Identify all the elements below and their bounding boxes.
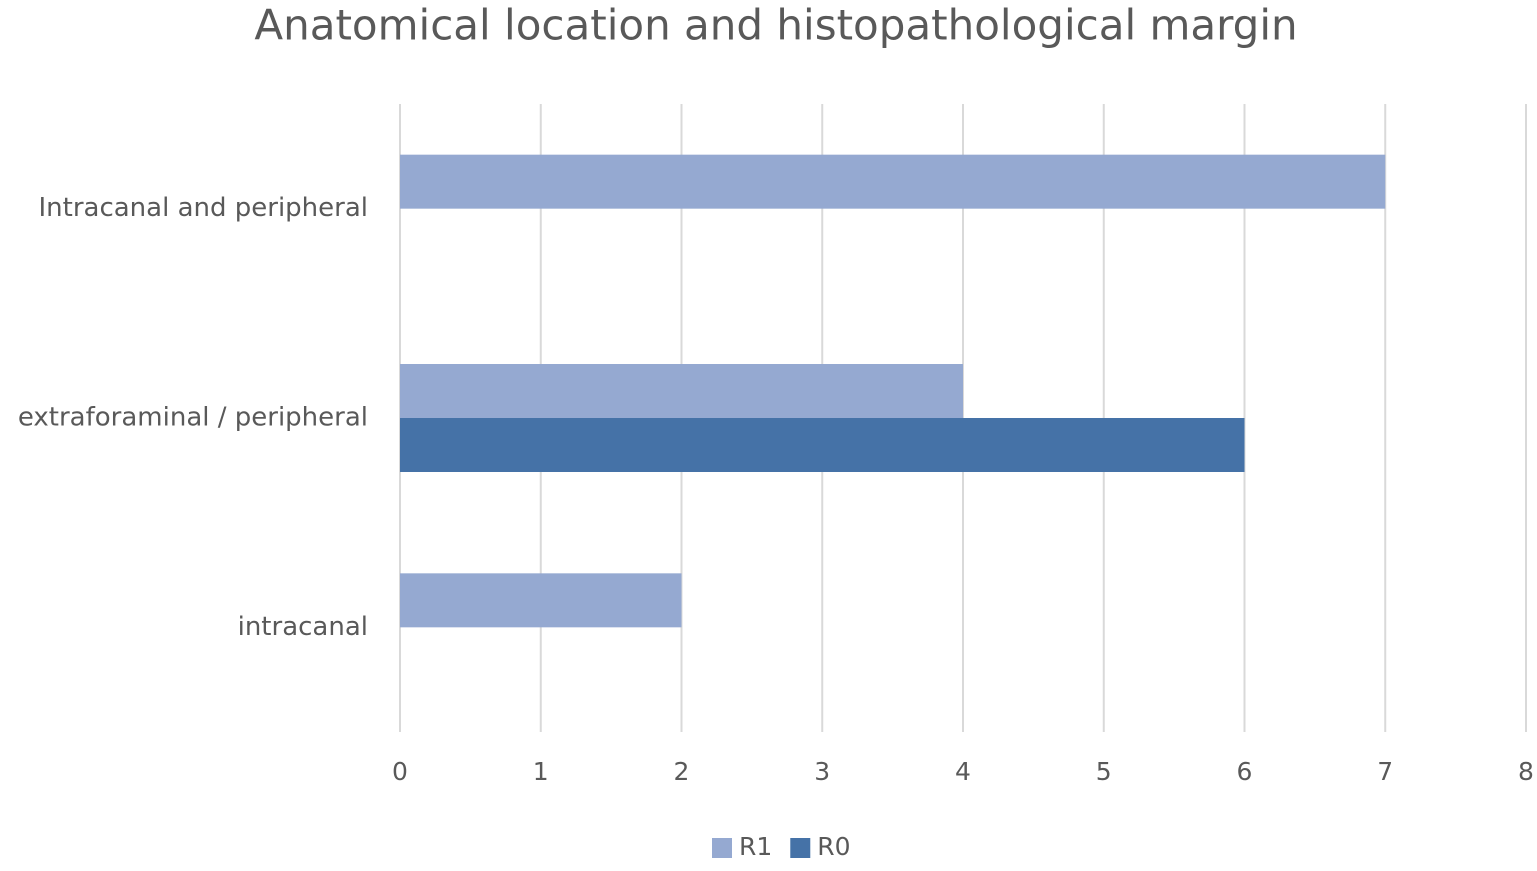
x-tick-label: 7 — [1377, 757, 1393, 786]
x-tick-label: 6 — [1237, 757, 1253, 786]
chart-title: Anatomical location and histopathologica… — [254, 1, 1297, 50]
x-tick-label: 4 — [955, 757, 971, 786]
legend-swatch — [712, 838, 732, 858]
y-tick-label: extraforaminal / peripheral — [18, 403, 368, 433]
legend-label: R0 — [817, 832, 850, 861]
bar — [400, 418, 1245, 472]
legend-swatch — [790, 838, 811, 858]
y-tick-label: intracanal — [238, 612, 368, 642]
x-tick-label: 1 — [533, 757, 549, 786]
legend-label: R1 — [739, 832, 772, 861]
bar — [400, 364, 963, 418]
x-tick-label: 3 — [814, 757, 830, 786]
x-tick-label: 2 — [674, 757, 690, 786]
x-tick-label: 5 — [1096, 757, 1112, 786]
bar — [400, 573, 682, 628]
y-tick-label: Intracanal and peripheral — [38, 193, 368, 223]
x-tick-label: 8 — [1518, 757, 1534, 786]
bar — [400, 154, 1386, 209]
x-tick-label: 0 — [392, 757, 408, 786]
